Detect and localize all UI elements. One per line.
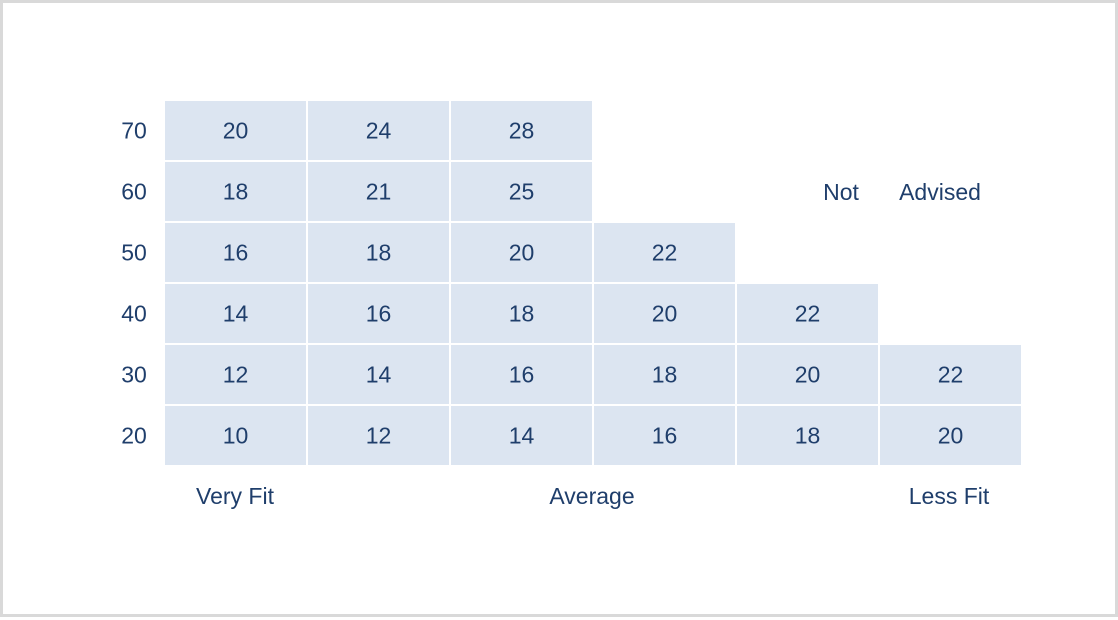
cell-value: 18 [652,362,678,388]
cell-value: 18 [223,179,249,205]
cell-value: 20 [938,423,964,449]
cell-value: 16 [223,240,249,266]
table-cell [880,345,1021,404]
annotation-advised: Advised [899,179,981,205]
cell-value: 18 [795,423,821,449]
row-label-40: 40 [121,301,147,327]
table-cell [308,284,449,343]
table-cell [737,345,878,404]
cell-value: 20 [652,301,678,327]
group-label-very-fit: Very Fit [196,483,275,509]
table-cell [594,406,735,465]
cell-value: 16 [366,301,392,327]
table-cell [165,284,306,343]
cell-value: 20 [795,362,821,388]
row-label-20: 20 [121,423,147,449]
table-cell [451,406,592,465]
table-cell [451,223,592,282]
row-label-30: 30 [121,362,147,388]
table-cell [165,345,306,404]
table-cell [165,223,306,282]
table-cell [308,345,449,404]
cell-value: 22 [652,240,678,266]
not-advised-annotation: Not Advised [823,179,981,205]
row-label-70: 70 [121,118,147,144]
cell-value: 18 [366,240,392,266]
cell-value: 12 [223,362,249,388]
cell-value: 14 [223,301,249,327]
cell-value: 20 [223,118,249,144]
cell-value: 18 [509,301,535,327]
cell-value: 21 [366,179,392,205]
table-cell [308,162,449,221]
cell-value: 28 [509,118,535,144]
cells-layer: 20 24 28 18 21 25 16 18 20 22 14 16 18 20 22 12 14 16 18 20… [165,101,1021,465]
fitness-table-chart: 20 24 28 18 21 25 16 18 20 22 14 16 18 20 22 12 14 16 18 20… [121,101,1021,509]
table-cell [451,284,592,343]
row-labels-layer: 70 60 50 40 30 20 [121,118,147,449]
table-cell [451,162,592,221]
table-cell [451,345,592,404]
cell-value: 14 [509,423,535,449]
cell-value: 16 [509,362,535,388]
cell-value: 10 [223,423,249,449]
table-cell [737,284,878,343]
table-cell [451,101,592,160]
table-cell [165,162,306,221]
annotation-not: Not [823,179,859,205]
table-cell [594,345,735,404]
cell-value: 14 [366,362,392,388]
cell-value: 12 [366,423,392,449]
cell-value: 25 [509,179,535,205]
table-cell [308,101,449,160]
cell-value: 22 [795,301,821,327]
cell-value: 22 [938,362,964,388]
group-label-average: Average [549,483,634,509]
table-cell [594,223,735,282]
table-cell [594,284,735,343]
table-cell [880,406,1021,465]
row-label-60: 60 [121,179,147,205]
row-label-50: 50 [121,240,147,266]
group-label-less-fit: Less Fit [909,483,990,509]
table-cell [308,406,449,465]
table-cell [737,406,878,465]
column-group-labels: Very Fit Average Less Fit [196,483,990,509]
table-cell [165,101,306,160]
cell-value: 20 [509,240,535,266]
table-cell [165,406,306,465]
cell-value: 24 [366,118,392,144]
table-cell [308,223,449,282]
cell-value: 16 [652,423,678,449]
